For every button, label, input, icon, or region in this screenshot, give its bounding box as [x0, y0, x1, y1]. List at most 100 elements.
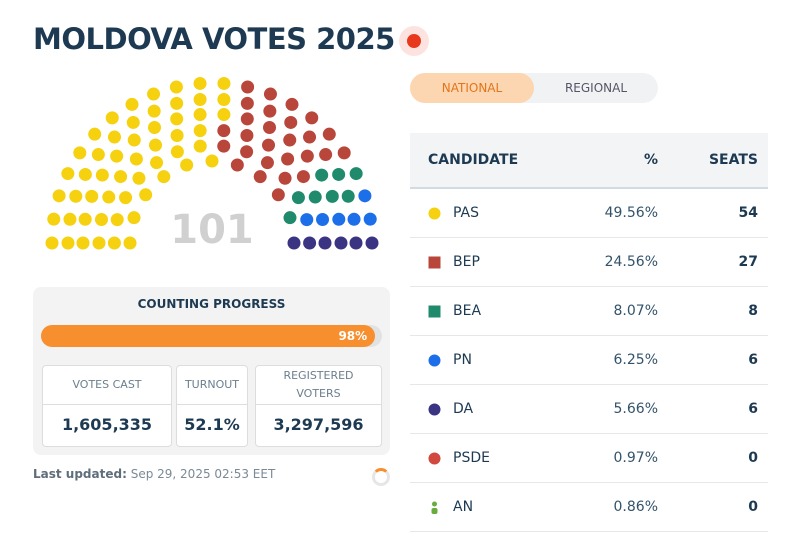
party-marker — [428, 403, 441, 415]
seat — [88, 127, 102, 141]
seat — [240, 112, 254, 126]
seat — [61, 167, 75, 181]
seat — [95, 168, 109, 182]
seat — [180, 158, 194, 172]
seat — [322, 127, 336, 141]
marker-shape — [431, 507, 438, 514]
seat — [127, 211, 141, 225]
seat — [132, 171, 146, 185]
refresh-spinner — [372, 468, 390, 486]
seat — [337, 146, 351, 160]
table-row: PSDE 0.97% 0 — [410, 434, 768, 483]
candidate-cell: AN — [410, 499, 578, 515]
seat — [263, 87, 277, 101]
seat — [283, 211, 297, 225]
seat — [193, 76, 207, 90]
seat — [365, 236, 379, 250]
seat — [92, 236, 106, 250]
seat — [318, 236, 332, 250]
seat — [262, 138, 275, 152]
column-header: CANDIDATE — [428, 152, 519, 168]
seat — [316, 213, 330, 227]
seat — [45, 236, 59, 250]
candidate-name: AN — [453, 499, 474, 515]
marker-shape — [428, 403, 441, 415]
seat-total: 101 — [170, 207, 254, 253]
seat — [147, 87, 161, 101]
seat — [363, 212, 377, 226]
seat — [263, 104, 277, 118]
candidate-cell: BEA — [410, 303, 578, 319]
table-row: BEA 8.07% 8 — [410, 287, 768, 336]
seat — [315, 168, 329, 182]
stat-label: TURNOUT — [177, 366, 247, 405]
party-marker — [428, 207, 441, 219]
marker-shape — [428, 207, 441, 219]
candidate-cell: PN — [410, 352, 578, 368]
seat — [170, 145, 184, 159]
candidate-cell: PAS — [410, 205, 578, 221]
stat-value: 1,605,335 — [61, 415, 153, 434]
seat — [78, 167, 92, 181]
seat — [69, 189, 83, 203]
seat — [170, 129, 184, 143]
seat — [61, 236, 75, 250]
tab[interactable]: NATIONAL — [410, 73, 534, 103]
seat — [300, 149, 314, 163]
seat — [47, 212, 61, 226]
seat — [217, 124, 231, 138]
seat — [147, 121, 161, 135]
seat — [126, 115, 140, 129]
seat — [119, 191, 133, 205]
stat-label: REGISTERED VOTERS — [256, 366, 381, 405]
table-row: DA 5.66% 6 — [410, 385, 768, 434]
seats-cell: 54 — [738, 205, 758, 221]
last-updated-label: Last updated: — [33, 467, 127, 481]
seat — [193, 108, 207, 122]
seat — [139, 188, 153, 202]
seat — [285, 97, 299, 111]
percent-cell: 24.56% — [604, 254, 658, 270]
seat — [305, 111, 319, 125]
stat-box: REGISTERED VOTERS 3,297,596 — [255, 365, 382, 447]
seat — [296, 170, 310, 184]
seat — [308, 190, 322, 204]
results-table: CANDIDATE% SEATS PAS 49.56% 54 BEP 24.56% 27 BEA… — [410, 133, 768, 532]
page-title: MOLDOVA VOTES 2025 — [33, 22, 395, 56]
seat — [217, 76, 231, 90]
seat — [193, 139, 207, 153]
seats-cell: 0 — [748, 499, 758, 515]
candidate-name: PN — [453, 352, 472, 368]
table-row: PN 6.25% 6 — [410, 336, 768, 385]
seat — [76, 236, 90, 250]
seat — [107, 236, 121, 250]
seat — [102, 190, 116, 204]
seat — [260, 156, 274, 170]
seat — [349, 236, 363, 250]
stat-label: VOTES CAST — [43, 366, 171, 405]
table-header: CANDIDATE% SEATS — [410, 133, 768, 189]
seat — [240, 96, 254, 110]
seat — [303, 130, 317, 144]
column-header: SEATS — [708, 152, 758, 168]
seat — [284, 115, 298, 129]
seat — [107, 130, 121, 144]
percent-cell: 0.86% — [613, 499, 658, 515]
party-marker — [428, 354, 441, 366]
seat — [170, 112, 184, 126]
candidate-name: BEP — [453, 254, 480, 270]
marker-shape — [428, 354, 441, 366]
tab[interactable]: REGIONAL — [564, 81, 628, 95]
party-marker — [428, 452, 441, 464]
candidate-cell: BEP — [410, 254, 578, 270]
seat — [217, 92, 231, 106]
seat — [325, 189, 339, 203]
seat — [63, 212, 77, 226]
candidate-cell: DA — [410, 401, 578, 417]
seats-cell: 27 — [738, 254, 758, 270]
seat — [123, 236, 137, 250]
tab-bar: NATIONAL REGIONAL — [410, 73, 658, 103]
seat — [169, 80, 183, 94]
seat — [349, 167, 363, 181]
seat — [230, 158, 244, 172]
